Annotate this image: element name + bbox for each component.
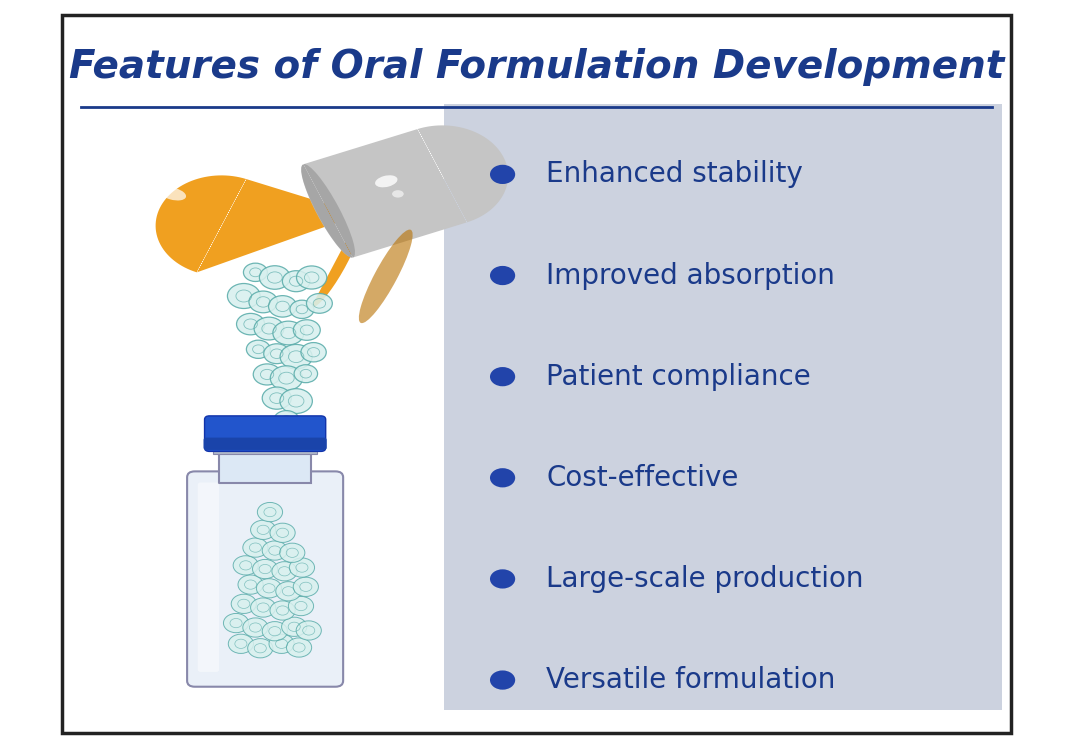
Circle shape [252,559,278,579]
FancyBboxPatch shape [197,482,219,672]
Circle shape [490,468,515,488]
Circle shape [290,300,314,318]
Circle shape [286,638,311,657]
Circle shape [268,295,296,317]
Text: Enhanced stability: Enhanced stability [546,161,803,189]
Circle shape [262,622,288,641]
Circle shape [280,388,312,414]
FancyBboxPatch shape [205,416,326,451]
FancyBboxPatch shape [214,445,317,454]
Ellipse shape [358,229,413,323]
Circle shape [253,364,281,385]
Text: Cost-effective: Cost-effective [546,464,738,492]
FancyBboxPatch shape [204,437,326,450]
FancyBboxPatch shape [187,471,343,687]
Circle shape [271,562,297,581]
Circle shape [490,266,515,285]
Circle shape [227,283,260,309]
Ellipse shape [302,164,355,258]
Circle shape [293,577,319,596]
Circle shape [490,367,515,386]
Circle shape [289,596,313,616]
Text: Patient compliance: Patient compliance [546,363,811,391]
Circle shape [262,387,291,409]
Circle shape [254,317,284,340]
Circle shape [490,569,515,588]
Circle shape [269,634,294,653]
Circle shape [270,601,295,620]
Circle shape [280,543,305,562]
Circle shape [294,365,318,383]
Circle shape [247,340,270,358]
Circle shape [293,320,320,340]
Circle shape [296,621,321,640]
Circle shape [223,613,249,633]
Circle shape [262,541,288,560]
Circle shape [236,314,265,334]
Polygon shape [302,125,509,258]
Polygon shape [156,175,363,308]
Circle shape [274,411,299,430]
Circle shape [251,520,276,539]
Circle shape [233,556,259,575]
Text: Large-scale production: Large-scale production [546,565,864,593]
Circle shape [249,291,278,313]
Circle shape [307,294,333,313]
Ellipse shape [392,190,403,198]
Circle shape [280,344,312,369]
Circle shape [256,579,281,598]
Circle shape [248,639,273,658]
Circle shape [282,271,310,292]
Circle shape [490,670,515,690]
Ellipse shape [376,175,397,187]
Circle shape [242,618,268,637]
Text: Versatile formulation: Versatile formulation [546,666,836,694]
Circle shape [251,598,276,617]
Circle shape [244,263,267,281]
Text: Features of Oral Formulation Development: Features of Oral Formulation Development [69,47,1004,86]
Circle shape [238,575,263,594]
Circle shape [229,634,253,653]
Circle shape [273,321,304,345]
Ellipse shape [160,187,186,201]
Circle shape [270,523,295,542]
Circle shape [270,366,303,391]
FancyBboxPatch shape [444,104,1002,710]
Circle shape [242,538,268,557]
Circle shape [300,343,326,362]
Circle shape [490,165,515,184]
Circle shape [260,266,290,289]
Circle shape [264,344,290,363]
FancyBboxPatch shape [219,445,311,483]
Circle shape [276,582,302,601]
Circle shape [231,594,256,613]
Text: Improved absorption: Improved absorption [546,261,835,289]
Circle shape [290,558,314,577]
Circle shape [296,266,327,289]
Circle shape [258,502,282,522]
Circle shape [281,617,307,636]
